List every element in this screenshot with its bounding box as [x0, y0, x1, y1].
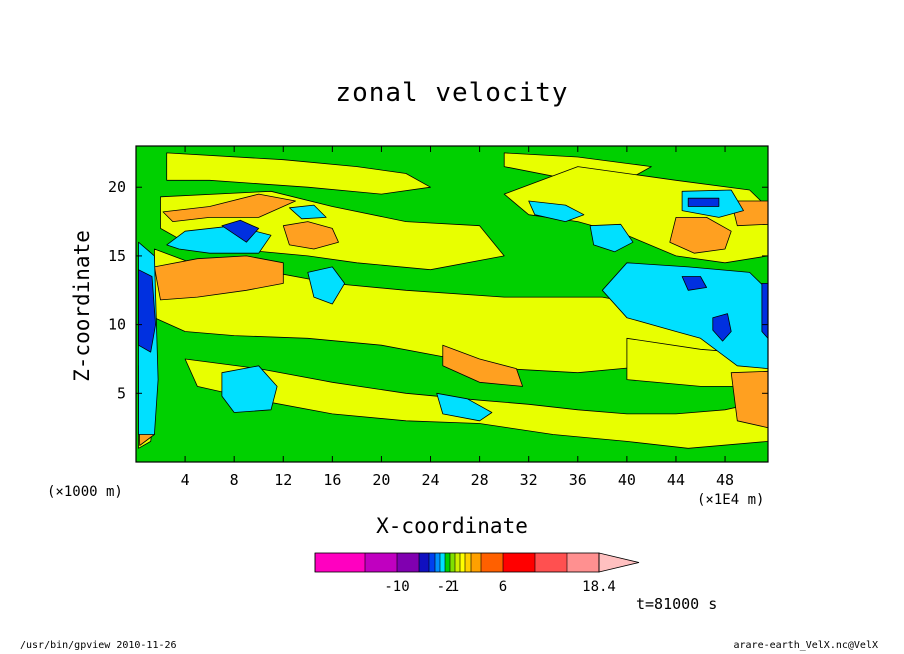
x-tick-label: 16: [323, 471, 341, 489]
y-tick-label: 15: [108, 247, 126, 265]
x-scale-label: (×1E4 m): [697, 492, 765, 508]
contour-region-cyan: [289, 204, 327, 220]
contour-region-orange: [730, 370, 768, 429]
colorbar-tick-label: 1: [451, 579, 459, 595]
colorbar-tick-label: -2: [437, 579, 454, 595]
colorbar-segment: [465, 553, 471, 572]
x-tick-label: 8: [230, 471, 239, 489]
x-tick-label: 4: [181, 471, 190, 489]
y-axis: 5 10 15 20: [108, 178, 768, 402]
plot-area: [136, 146, 768, 462]
colorbar: -10 -21 6 18.4: [314, 552, 640, 595]
colorbar-tick-label: 18.4: [582, 579, 616, 595]
y-tick-label: 5: [117, 384, 126, 402]
contour-region-blue: [712, 313, 732, 342]
colorbar-arrow: [598, 552, 640, 573]
colorbar-segment: [365, 553, 397, 572]
colorbar-segment: [397, 553, 419, 572]
contour-region-orange: [282, 221, 339, 250]
x-tick-label: 28: [471, 471, 489, 489]
colorbar-segment: [450, 553, 455, 572]
time-label: t=81000 s: [636, 595, 718, 613]
contour-region-cyan: [307, 266, 345, 305]
contour-region-cyan: [601, 262, 768, 369]
x-unit-label: (×1000 m): [47, 484, 123, 500]
contour-region-orange: [669, 217, 732, 254]
colorbar-segment: [429, 553, 435, 572]
colorbar-segment: [535, 553, 567, 572]
contour-region-blue: [221, 219, 260, 243]
contour-region-cyan: [436, 392, 493, 422]
footer-program-date: /usr/bin/gpview 2010-11-26: [20, 640, 177, 651]
colorbar-segment: [445, 553, 450, 572]
colorbar-segment: [567, 553, 599, 572]
colorbar-tick-label: -10: [384, 579, 409, 595]
x-tick-label: 20: [372, 471, 390, 489]
colorbar-segment: [460, 553, 465, 572]
contour-region-orange: [162, 193, 296, 222]
colorbar-segment: [481, 553, 503, 572]
colorbar-segment: [440, 553, 445, 572]
contour-region-blue: [687, 197, 720, 207]
x-tick-label: 24: [421, 471, 439, 489]
x-tick-label: 36: [569, 471, 587, 489]
colorbar-segment: [435, 553, 440, 572]
contour-region-cyan: [589, 223, 634, 253]
contour-region-orange: [442, 344, 523, 387]
colorbar-segment: [471, 553, 481, 572]
y-tick-label: 20: [108, 178, 126, 196]
y-tick-label: 10: [108, 316, 126, 334]
colorbar-frame: [314, 552, 600, 573]
colorbar-tick-label: 6: [499, 579, 507, 595]
x-tick-label: 12: [274, 471, 292, 489]
colorbar-segment: [455, 553, 460, 572]
footer-file: arare-earth_VelX.nc@VelX: [733, 640, 879, 651]
contour-region-orange: [154, 255, 284, 301]
contour-region-blue: [138, 269, 156, 353]
contour-region-blue: [681, 276, 707, 291]
colorbar-segment: [419, 553, 429, 572]
x-axis-label: X-coordinate: [376, 514, 528, 538]
x-tick-label: 44: [667, 471, 685, 489]
x-tick-label: 32: [520, 471, 538, 489]
contour-region-blue: [761, 283, 768, 339]
contour-region-cyan: [528, 200, 585, 222]
contour-region-yellow: [166, 152, 431, 195]
x-tick-label: 48: [716, 471, 734, 489]
colorbar-segment: [503, 553, 535, 572]
contour-region-cyan: [221, 365, 278, 413]
chart-title: zonal velocity: [335, 78, 569, 108]
x-axis: 4 8 12 16 20 24 28 32 36 40 44 48: [181, 146, 734, 489]
colorbar-segment: [315, 553, 365, 572]
plot-frame: [135, 145, 769, 463]
x-tick-label: 40: [618, 471, 636, 489]
